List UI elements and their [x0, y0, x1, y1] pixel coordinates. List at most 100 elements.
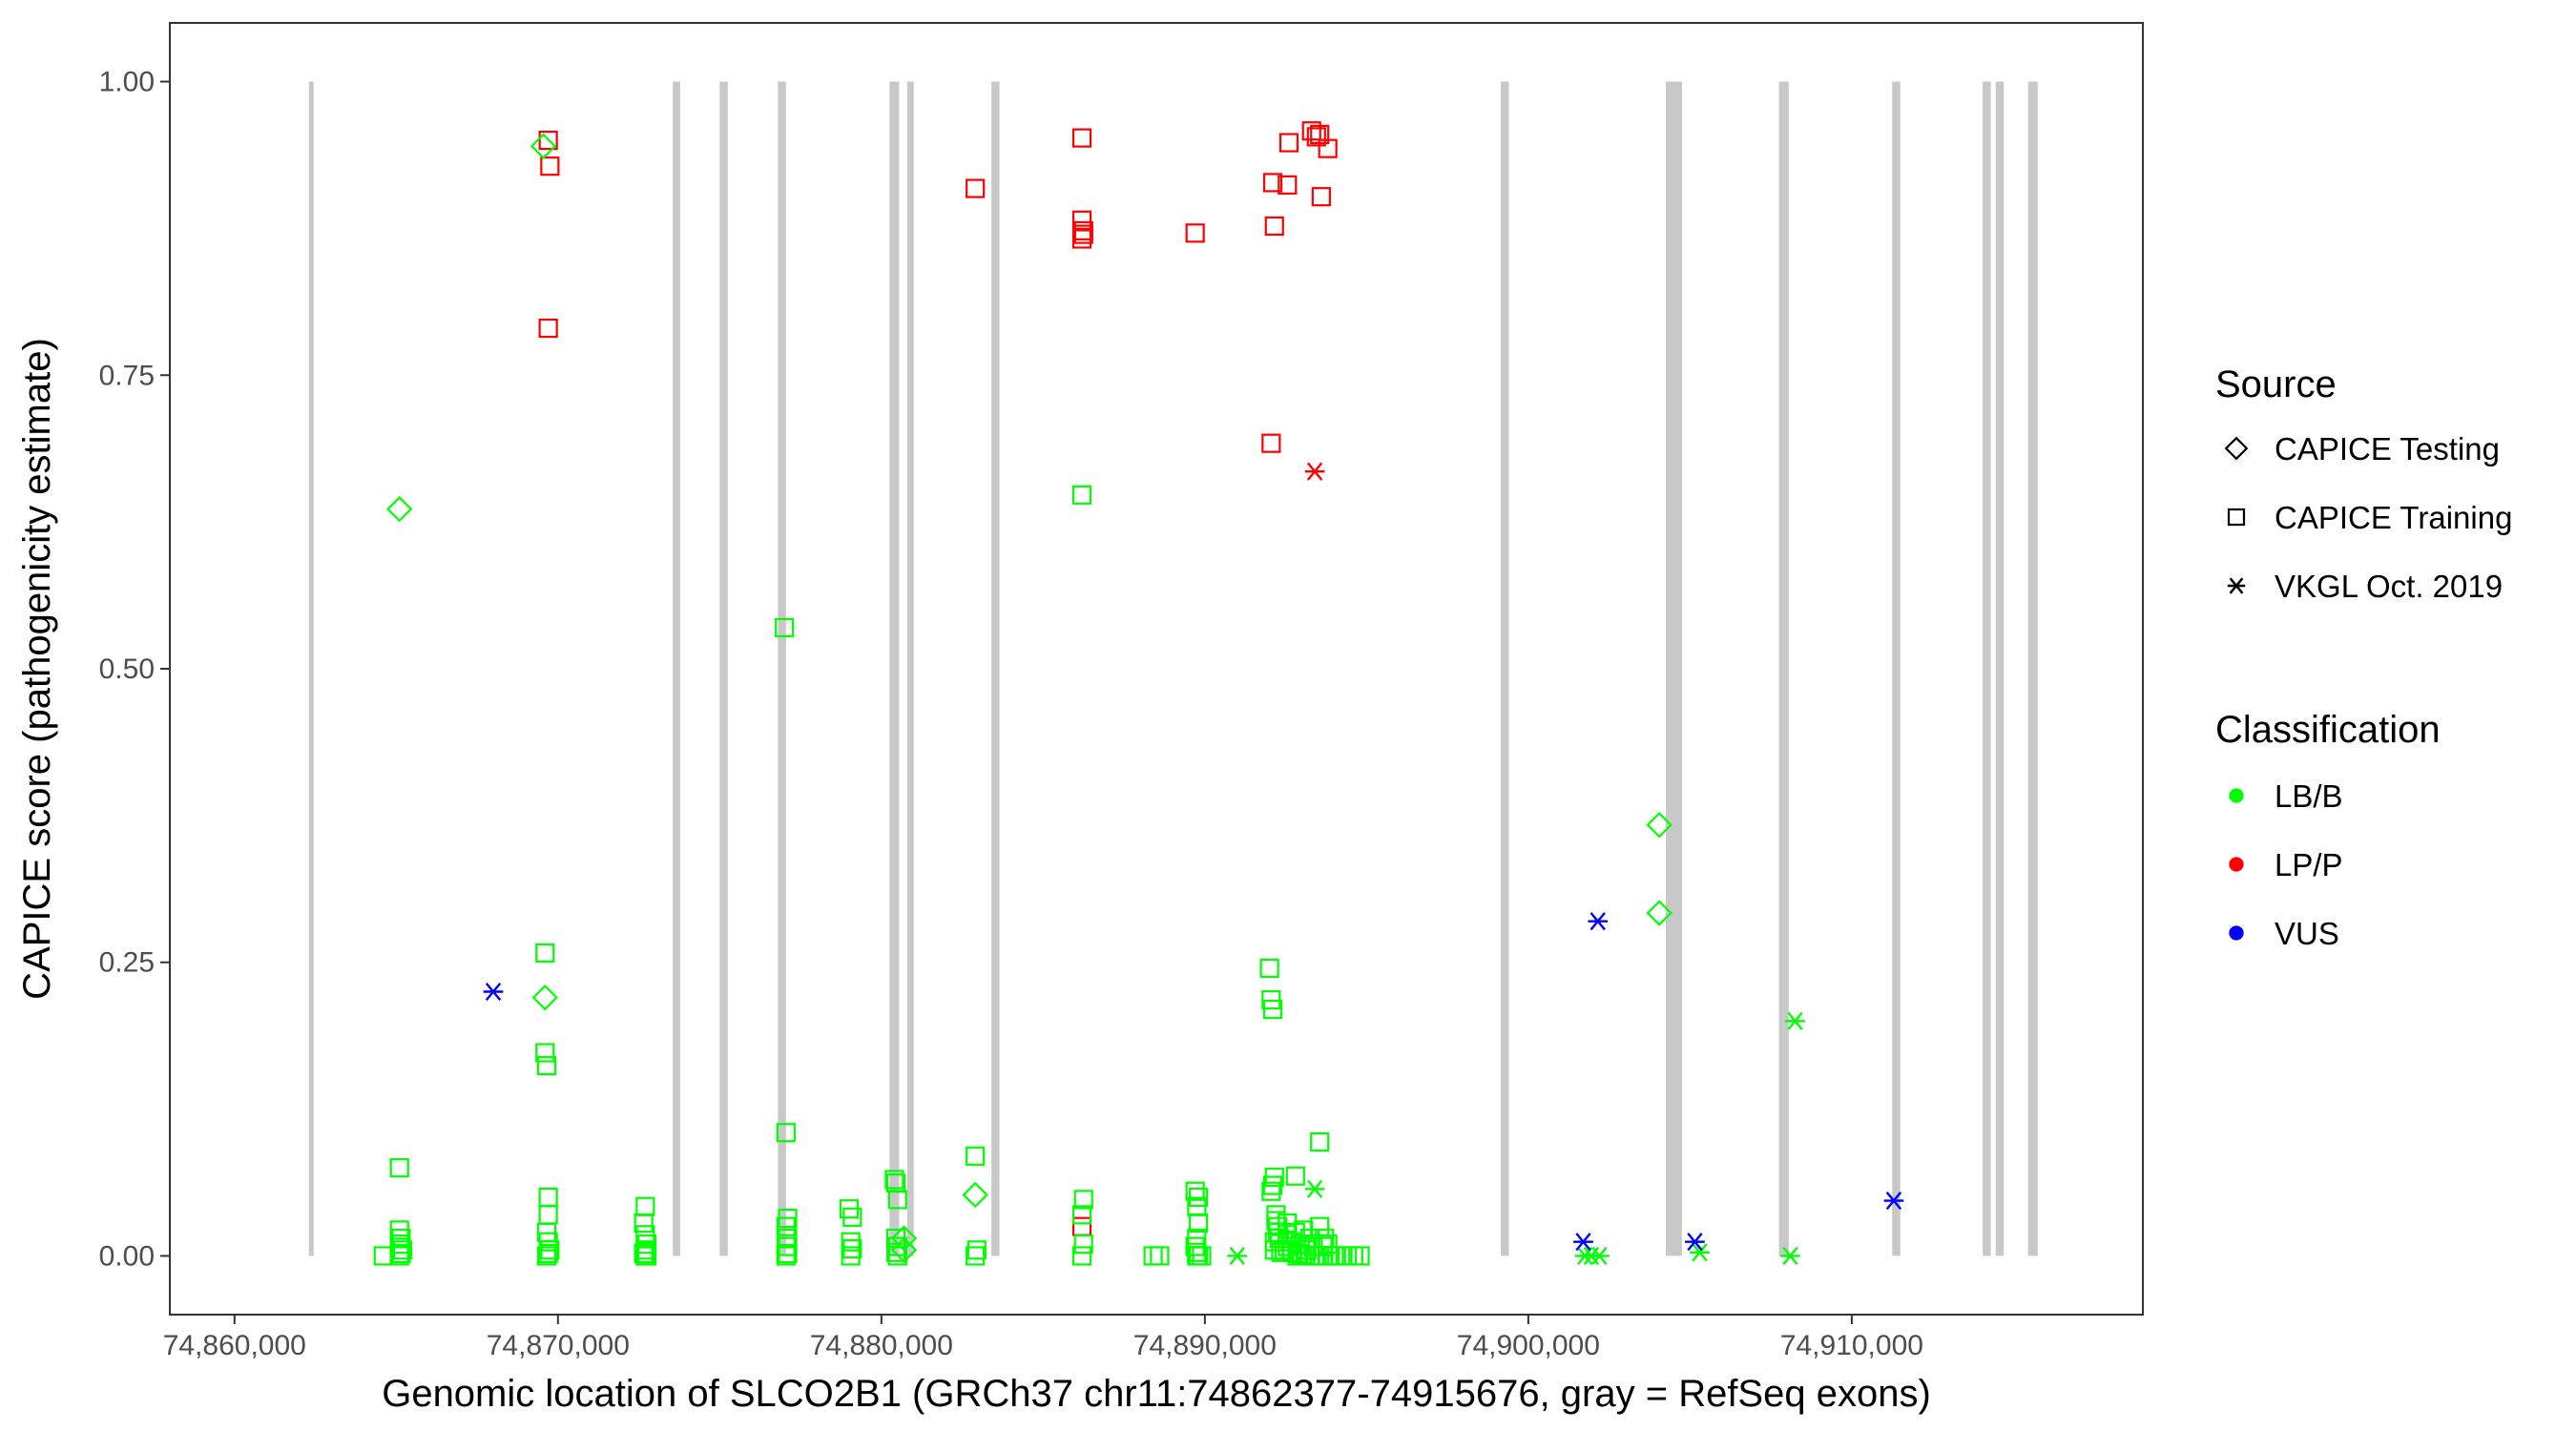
point-capice-training-lb-b	[536, 1055, 557, 1076]
point-vkgl-oct-2019-lb-b	[1690, 1243, 1710, 1262]
point-capice-training-lb-b	[887, 1246, 907, 1266]
x-tick-label: 74,910,000	[1780, 1330, 1923, 1361]
y-tick-label: 0.50	[99, 653, 155, 685]
x-axis-title: Genomic location of SLCO2B1 (GRCh37 chr1…	[382, 1373, 1931, 1415]
point-capice-training-lp-p	[1185, 223, 1205, 243]
point-vkgl-oct-2019-lb-b	[1304, 1179, 1325, 1198]
legend-key-dot	[2229, 788, 2244, 803]
y-tick-label: 1.00	[99, 67, 155, 98]
point-capice-training-lb-b	[389, 1158, 409, 1178]
exon-band	[1995, 81, 2005, 1256]
legend-source-title: Source	[2215, 363, 2337, 405]
asterisk-stroke	[2229, 577, 2244, 594]
x-tick-label: 74,890,000	[1133, 1330, 1277, 1361]
exon-band	[778, 81, 786, 1256]
point-capice-training-lb-b	[1185, 1181, 1205, 1201]
point-capice-training-lb-b	[1188, 1213, 1209, 1234]
point-capice-training-lp-p	[540, 156, 560, 176]
asterisk-stroke	[1306, 1179, 1323, 1198]
exon-band	[1501, 81, 1509, 1256]
asterisk-stroke	[1885, 1192, 1902, 1211]
point-capice-training-lb-b	[392, 1240, 413, 1260]
point-capice-training-lp-p	[1262, 173, 1283, 193]
point-capice-training-lb-b	[776, 1216, 796, 1236]
point-capice-training-lb-b	[1261, 1181, 1281, 1201]
point-capice-testing-lb-b	[530, 133, 557, 159]
point-capice-training-lb-b	[841, 1246, 861, 1266]
point-capice-training-lb-b	[536, 1246, 557, 1266]
y-tick-label: 0.25	[99, 947, 155, 979]
exon-band	[1665, 81, 1682, 1256]
data-points	[373, 121, 1904, 1266]
point-vkgl-oct-2019-vus	[1588, 912, 1609, 931]
point-capice-training-lb-b	[1071, 1205, 1092, 1225]
exon-band	[673, 81, 680, 1256]
asterisk-stroke	[1229, 1246, 1245, 1266]
legend-key-square	[2227, 508, 2246, 527]
point-vkgl-oct-2019-vus	[1883, 1192, 1904, 1211]
point-capice-testing-lb-b	[890, 1236, 918, 1264]
point-vkgl-oct-2019-vus	[483, 982, 504, 1002]
point-capice-training-lb-b	[535, 1043, 555, 1063]
exon-band	[906, 81, 914, 1256]
point-capice-training-lp-p	[1311, 187, 1331, 207]
asterisk-stroke	[1782, 1246, 1798, 1266]
legend: Source Classification CAPICE Testing CAPI…	[2215, 363, 2512, 951]
point-capice-testing-lb-b	[1646, 812, 1672, 839]
point-capice-training-lb-b	[884, 1170, 904, 1190]
exon-band	[2027, 81, 2038, 1256]
point-vkgl-oct-2019-vus	[1573, 1233, 1593, 1252]
x-tick-label: 74,870,000	[487, 1330, 630, 1361]
point-capice-training-lb-b	[1285, 1166, 1305, 1186]
point-capice-training-lb-b	[887, 1190, 907, 1210]
point-vkgl-oct-2019-lb-b	[1785, 1011, 1805, 1030]
legend-key-dot	[2229, 857, 2244, 872]
point-vkgl-oct-2019-lp-p	[1304, 462, 1325, 481]
asterisk-stroke	[1787, 1011, 1803, 1030]
asterisk-stroke	[1589, 912, 1606, 931]
point-vkgl-oct-2019-lb-b	[1227, 1246, 1248, 1266]
exon-band	[308, 81, 314, 1256]
y-tick-label: 0.00	[99, 1240, 155, 1272]
point-capice-training-lb-b	[634, 1243, 654, 1264]
point-capice-training-lb-b	[841, 1232, 861, 1252]
point-capice-training-lb-b	[778, 1243, 798, 1264]
x-tick-label: 74,900,000	[1457, 1330, 1600, 1361]
point-capice-training-lb-b	[776, 1246, 796, 1266]
point-capice-training-lb-b	[634, 1213, 654, 1234]
exon-band	[991, 81, 1000, 1256]
point-capice-testing-lb-b	[890, 1225, 918, 1252]
point-capice-training-lb-b	[1310, 1131, 1330, 1152]
legend-label: CAPICE Testing	[2275, 431, 2500, 467]
point-capice-testing-lb-b	[531, 984, 558, 1011]
exon-band	[889, 81, 900, 1256]
point-capice-training-lb-b	[1259, 958, 1279, 978]
point-capice-testing-lb-b	[385, 495, 413, 523]
y-tick-label: 0.75	[99, 360, 155, 391]
point-capice-testing-lb-b	[1646, 900, 1672, 926]
exon-band	[1778, 81, 1789, 1256]
point-capice-training-lb-b	[966, 1146, 986, 1166]
x-tick-label: 74,860,000	[163, 1330, 306, 1361]
exon-band	[719, 81, 728, 1256]
point-capice-training-lb-b	[391, 1243, 411, 1264]
point-capice-training-lb-b	[535, 943, 555, 963]
point-capice-training-lb-b	[1350, 1246, 1370, 1266]
point-capice-training-lb-b	[1264, 1240, 1284, 1260]
point-capice-training-lb-b	[1192, 1246, 1212, 1266]
point-capice-training-lb-b	[1073, 1190, 1093, 1210]
asterisk-stroke	[1687, 1233, 1703, 1252]
point-capice-training-lp-p	[538, 318, 558, 339]
legend-label: LB/B	[2275, 778, 2343, 814]
asterisk-stroke	[1306, 462, 1323, 481]
legend-label: VUS	[2275, 916, 2339, 951]
point-capice-training-lb-b	[885, 1242, 906, 1262]
point-capice-training-lb-b	[1150, 1246, 1170, 1266]
point-capice-training-lp-p	[1073, 224, 1093, 244]
point-capice-training-lb-b	[538, 1243, 558, 1264]
legend-key-asterisk	[2227, 577, 2246, 594]
legend-label: CAPICE Training	[2275, 500, 2512, 535]
